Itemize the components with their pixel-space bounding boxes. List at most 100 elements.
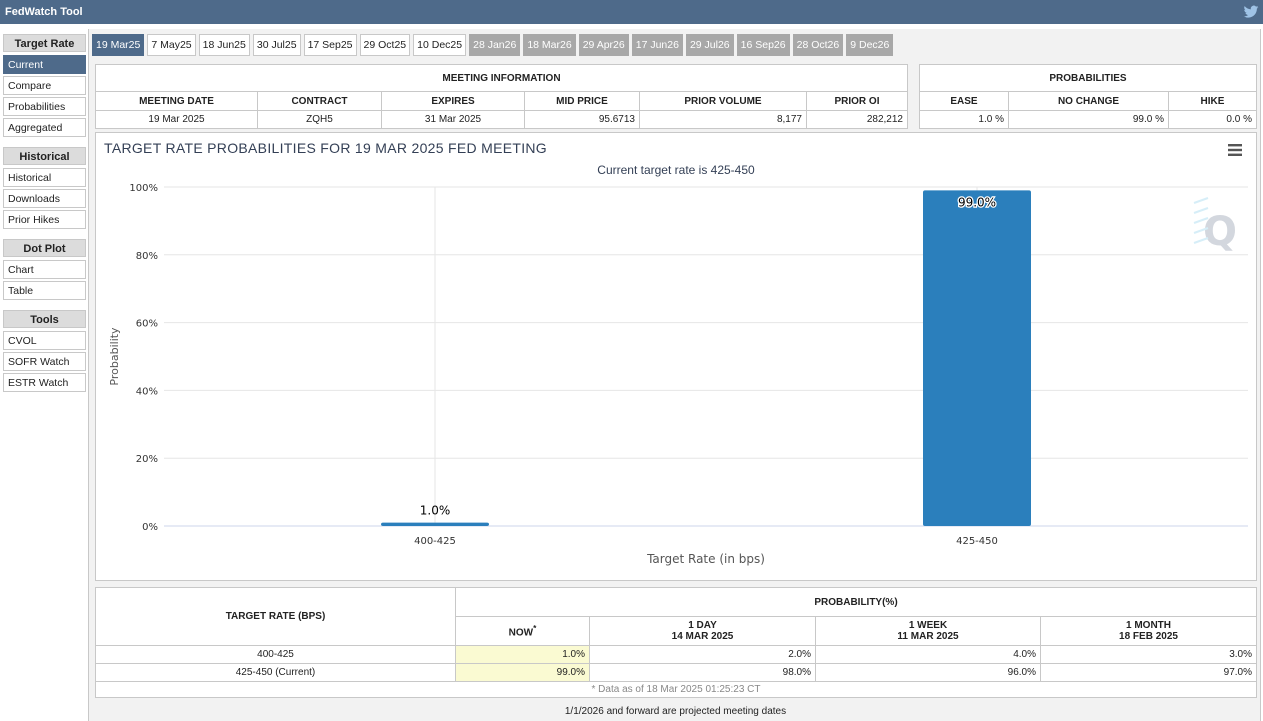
watermark-stroke bbox=[1193, 207, 1209, 214]
sidebar-item-probabilities[interactable]: Probabilities bbox=[3, 97, 86, 116]
watermark-logo: Q bbox=[1203, 209, 1237, 255]
tab-meeting-30-jul25[interactable]: 30 Jul25 bbox=[252, 34, 301, 56]
data-footnote: * Data as of 18 Mar 2025 01:25:23 CT bbox=[95, 681, 1257, 698]
now-cell: 1.0% bbox=[455, 645, 590, 664]
month-cell: 97.0% bbox=[1040, 663, 1257, 682]
sidebar-nav: Target Rate Current Compare Probabilities Ag… bbox=[3, 34, 86, 394]
sidebar-item-table[interactable]: Table bbox=[3, 281, 86, 300]
tab-meeting-29-jul26[interactable]: 29 Jul26 bbox=[685, 34, 734, 56]
ease-value: 1.0 % bbox=[919, 110, 1009, 129]
tab-meeting-17-sep25[interactable]: 17 Sep25 bbox=[303, 34, 357, 56]
col-1-day: 1 DAY 14 MAR 2025 bbox=[589, 616, 816, 646]
y-tick-label: 20% bbox=[136, 454, 158, 465]
day-cell: 98.0% bbox=[589, 663, 816, 682]
sidebar-item-chart[interactable]: Chart bbox=[3, 260, 86, 279]
watermark-stroke bbox=[1193, 197, 1209, 204]
watermark-stroke bbox=[1193, 237, 1209, 244]
col-ease: EASE bbox=[919, 91, 1009, 111]
y-tick-label: 80% bbox=[136, 251, 158, 262]
meeting-tabs: 19 Mar25 7 May25 18 Jun25 30 Jul25 17 Sep25 2… bbox=[92, 34, 894, 56]
tab-meeting-29-oct25[interactable]: 29 Oct25 bbox=[359, 34, 411, 56]
day-cell: 2.0% bbox=[589, 645, 816, 664]
sidebar-item-current[interactable]: Current bbox=[3, 55, 86, 74]
col-1-month-date: 18 FEB 2025 bbox=[1119, 631, 1178, 642]
col-prior-volume: PRIOR VOLUME bbox=[639, 91, 807, 111]
col-now-label: NOW bbox=[508, 627, 534, 639]
tab-meeting-28-jan26[interactable]: 28 Jan26 bbox=[469, 34, 521, 56]
col-1-month-label: 1 MONTH bbox=[1126, 620, 1171, 631]
app-title: FedWatch Tool bbox=[5, 6, 83, 18]
col-prior-oi: PRIOR OI bbox=[806, 91, 908, 111]
tab-meeting-18-mar26[interactable]: 18 Mar26 bbox=[523, 34, 576, 56]
tab-meeting-17-jun26[interactable]: 17 Jun26 bbox=[631, 34, 683, 56]
col-1-month: 1 MONTH 18 FEB 2025 bbox=[1040, 616, 1257, 646]
meeting-information-table: MEETING INFORMATION MEETING DATE CONTRAC… bbox=[95, 64, 908, 129]
sidebar-item-historical[interactable]: Historical bbox=[3, 168, 86, 187]
meeting-date-value: 19 Mar 2025 bbox=[95, 110, 258, 129]
bar-400-425 bbox=[381, 522, 489, 526]
chart-subtitle: Current target rate is 425-450 bbox=[597, 163, 755, 177]
chart-title: TARGET RATE PROBABILITIES FOR 19 MAR 202… bbox=[104, 140, 547, 156]
target-rate-probability-table: TARGET RATE (BPS) PROBABILITY(%) NOW* 1 … bbox=[95, 587, 1257, 698]
sidebar-item-downloads[interactable]: Downloads bbox=[3, 189, 86, 208]
probabilities-title: PROBABILITIES bbox=[919, 64, 1257, 92]
now-asterisk: * bbox=[533, 623, 537, 634]
sidebar-item-compare[interactable]: Compare bbox=[3, 76, 86, 95]
col-expires: EXPIRES bbox=[381, 91, 525, 111]
sidebar-item-aggregated[interactable]: Aggregated bbox=[3, 118, 86, 137]
probability-chart: TARGET RATE PROBABILITIES FOR 19 MAR 202… bbox=[95, 132, 1257, 581]
col-meeting-date: MEETING DATE bbox=[95, 91, 258, 111]
col-1-week-date: 11 MAR 2025 bbox=[897, 631, 959, 642]
y-tick-label: 100% bbox=[129, 183, 158, 194]
mid-price-value: 95.6713 bbox=[524, 110, 640, 129]
chart-plot: 0% 20% 40% 60% 80% 100% 1.0% 400-425 99.0% 425-45… bbox=[108, 183, 1248, 566]
tab-meeting-10-dec25[interactable]: 10 Dec25 bbox=[413, 34, 467, 56]
probability-header: PROBABILITY(%) bbox=[455, 587, 1257, 617]
y-tick-label: 60% bbox=[136, 319, 158, 330]
main-panel: 19 Mar25 7 May25 18 Jun25 30 Jul25 17 Sep25 2… bbox=[88, 29, 1261, 721]
x-tick-label: 425-450 bbox=[956, 536, 998, 547]
col-1-day-date: 14 MAR 2025 bbox=[671, 631, 734, 642]
y-tick-label: 0% bbox=[142, 522, 158, 533]
week-cell: 96.0% bbox=[815, 663, 1041, 682]
y-tick-label: 40% bbox=[136, 386, 158, 397]
col-mid-price: MID PRICE bbox=[524, 91, 640, 111]
hike-value: 0.0 % bbox=[1168, 110, 1257, 129]
week-cell: 4.0% bbox=[815, 645, 1041, 664]
data-label: 99.0% bbox=[958, 195, 996, 209]
col-1-week: 1 WEEK 11 MAR 2025 bbox=[815, 616, 1041, 646]
x-axis-label: Target Rate (in bps) bbox=[646, 552, 765, 566]
watermark-stroke bbox=[1193, 227, 1209, 234]
table-row: 400-425 1.0% 2.0% 4.0% 3.0% bbox=[95, 645, 1257, 664]
col-hike: HIKE bbox=[1168, 91, 1257, 111]
sidebar-item-sofr-watch[interactable]: SOFR Watch bbox=[3, 352, 86, 371]
tab-meeting-19-mar25[interactable]: 19 Mar25 bbox=[92, 34, 145, 56]
col-contract: CONTRACT bbox=[257, 91, 382, 111]
rate-cell: 425-450 (Current) bbox=[95, 663, 456, 682]
tab-meeting-16-sep26[interactable]: 16 Sep26 bbox=[736, 34, 790, 56]
rate-cell: 400-425 bbox=[95, 645, 456, 664]
bar-425-450 bbox=[923, 190, 1031, 526]
col-no-change: NO CHANGE bbox=[1008, 91, 1169, 111]
tab-meeting-29-apr26[interactable]: 29 Apr26 bbox=[578, 34, 629, 56]
sidebar-item-estr-watch[interactable]: ESTR Watch bbox=[3, 373, 86, 392]
tab-meeting-18-jun25[interactable]: 18 Jun25 bbox=[198, 34, 250, 56]
tab-meeting-28-oct26[interactable]: 28 Oct26 bbox=[792, 34, 844, 56]
twitter-icon[interactable] bbox=[1243, 4, 1259, 20]
x-tick-label: 400-425 bbox=[414, 536, 456, 547]
month-cell: 3.0% bbox=[1040, 645, 1257, 664]
sidebar-item-cvol[interactable]: CVOL bbox=[3, 331, 86, 350]
table-row: 425-450 (Current) 99.0% 98.0% 96.0% 97.0… bbox=[95, 663, 1257, 682]
sidebar-header-tools: Tools bbox=[3, 310, 86, 328]
sidebar-item-prior-hikes[interactable]: Prior Hikes bbox=[3, 210, 86, 229]
data-label: 1.0% bbox=[420, 504, 451, 518]
watermark-stroke bbox=[1193, 217, 1209, 224]
prior-volume-value: 8,177 bbox=[639, 110, 807, 129]
target-rate-header: TARGET RATE (BPS) bbox=[95, 587, 456, 646]
tab-meeting-9-dec26[interactable]: 9 Dec26 bbox=[846, 34, 894, 56]
expires-value: 31 Mar 2025 bbox=[381, 110, 525, 129]
meeting-info-title: MEETING INFORMATION bbox=[95, 64, 908, 92]
chart-menu-icon[interactable] bbox=[1227, 143, 1243, 157]
y-axis-label: Probability bbox=[108, 327, 121, 386]
tab-meeting-7-may25[interactable]: 7 May25 bbox=[147, 34, 196, 56]
